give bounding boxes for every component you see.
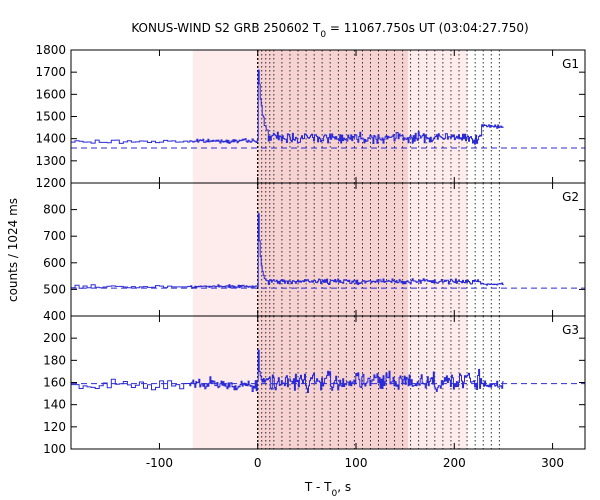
y-tick-label: 1700: [35, 65, 66, 79]
x-tick-label: -100: [146, 456, 173, 470]
plot-area: 1200130014001500160017001800G14005006007…: [35, 43, 586, 470]
y-tick-label: 120: [43, 420, 66, 434]
light-curve-g1: [71, 69, 504, 145]
panel-g1: 1200 1300 1400 1500 1600 1700 1800 G1: [35, 43, 586, 190]
x-axis-label: T - T0, s: [304, 480, 351, 499]
y-tick-label: 200: [43, 331, 66, 345]
panel-name-label: G3: [562, 323, 579, 337]
x-tick-label: 100: [345, 456, 368, 470]
y-tick-label: 800: [43, 203, 66, 217]
y-tick-label: 600: [43, 256, 66, 270]
y-tick-label: 500: [43, 282, 66, 296]
y-tick-label: 140: [43, 398, 66, 412]
burst-tail-shade: [408, 183, 468, 316]
burst-tail-shade: [408, 50, 468, 183]
x-tick-label: 200: [443, 456, 466, 470]
y-tick-label: 180: [43, 353, 66, 367]
y-tick-label: 1200: [35, 176, 66, 190]
y-tick-label: 1400: [35, 132, 66, 146]
y-tick-label: 1300: [35, 154, 66, 168]
y-tick-label: 700: [43, 229, 66, 243]
light-curve-g3: [71, 349, 504, 393]
background-interval-shade: [192, 50, 258, 183]
background-interval-shade: [192, 316, 258, 449]
x-tick-label: 300: [541, 456, 564, 470]
y-axis-label: counts / 1024 ms: [6, 198, 20, 302]
x-tick-label: 0: [254, 456, 262, 470]
y-tick-label: 1800: [35, 43, 66, 57]
burst-interval-shade: [257, 50, 409, 183]
panel-name-label: G1: [562, 57, 579, 71]
y-tick-label: 1500: [35, 110, 66, 124]
panel-name-label: G2: [562, 190, 579, 204]
panel-g2: 400 500 600 700 800 G2: [43, 182, 586, 323]
burst-interval-shade: [257, 183, 409, 316]
light-curve-g2: [71, 213, 504, 289]
burst-interval-shade: [257, 316, 409, 449]
y-tick-label: 400: [43, 309, 66, 323]
y-tick-label: 160: [43, 376, 66, 390]
y-tick-label: 100: [43, 442, 66, 456]
chart-title: KONUS-WIND S2 GRB 250602 T0 = 11067.750s…: [131, 21, 528, 40]
y-tick-label: 1600: [35, 87, 66, 101]
background-interval-shade: [192, 183, 258, 316]
panel-g3: 100 120 140 160 180 200 G3: [43, 315, 586, 456]
